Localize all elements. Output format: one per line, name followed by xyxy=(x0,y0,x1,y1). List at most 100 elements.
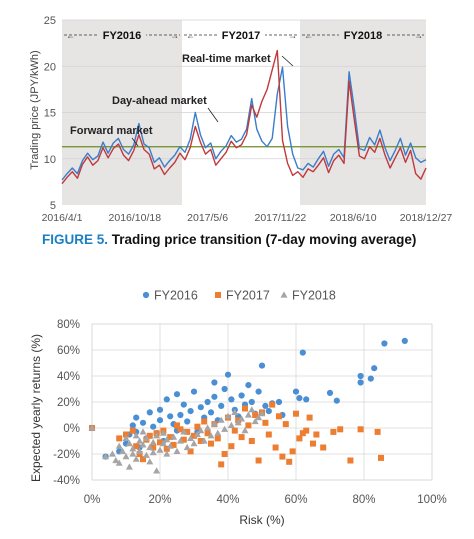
y-axis-label: Trading price (JPY/kWh) xyxy=(29,50,41,169)
x-tick: 2018/12/27 xyxy=(400,212,453,224)
market-annotations: Real-time market Day-ahead market Forward … xyxy=(70,53,294,147)
point-fy2018 xyxy=(159,440,167,447)
point-fy2016 xyxy=(139,419,147,426)
point-fy2016 xyxy=(156,417,164,424)
point-fy2018 xyxy=(221,425,229,432)
point-fy2017 xyxy=(146,432,153,439)
point-fy2017 xyxy=(279,453,286,460)
day-ahead-market-annotation: Day-ahead market xyxy=(112,95,207,107)
period-arrow-right: → xyxy=(414,31,423,41)
point-fy2016 xyxy=(156,406,164,413)
point-fy2016 xyxy=(224,371,232,378)
point-fy2018 xyxy=(163,450,171,457)
point-fy2018 xyxy=(153,467,161,474)
point-fy2016 xyxy=(381,340,388,347)
period-arrow-left: ← xyxy=(304,31,313,41)
point-fy2018 xyxy=(88,424,96,431)
y-tick-labels: 5 10 15 20 25 xyxy=(44,15,56,212)
point-fy2017 xyxy=(184,428,191,435)
y-gridlines xyxy=(62,19,426,160)
y-tick: 10 xyxy=(44,154,56,166)
point-fy2018 xyxy=(193,430,201,438)
point-fy2018 xyxy=(146,458,154,465)
period-arrow-right: → xyxy=(288,31,297,41)
point-fy2016 xyxy=(265,408,272,415)
point-fy2016 xyxy=(357,379,364,386)
point-fy2017 xyxy=(174,422,180,429)
point-fy2016 xyxy=(255,388,262,395)
point-fy2018 xyxy=(129,450,137,457)
price-lines xyxy=(61,49,427,185)
point-fy2016 xyxy=(326,389,334,396)
x-tick: 0% xyxy=(84,494,101,506)
legend: FY2016 FY2017 FY2018 xyxy=(142,289,336,303)
period-label-bg xyxy=(339,27,387,42)
point-fy2016 xyxy=(371,365,378,372)
point-fy2016 xyxy=(299,349,306,356)
point-fy2017 xyxy=(296,435,303,442)
point-fy2017 xyxy=(374,428,381,435)
y-tick: 20 xyxy=(44,61,56,73)
point-fy2018 xyxy=(204,424,212,431)
point-fy2018 xyxy=(119,447,127,454)
point-fy2016 xyxy=(163,396,170,403)
x-tick: 20% xyxy=(148,494,171,506)
x-tick-labels: 0% 20% 40% 60% 80% 100% xyxy=(84,494,447,506)
point-fy2017 xyxy=(265,431,272,438)
caption-label: FIGURE 5. xyxy=(42,232,109,247)
point-fy2017 xyxy=(282,421,289,428)
figure-caption: FIGURE 5. Trading price transition (7-da… xyxy=(42,232,472,247)
point-fy2016 xyxy=(292,388,300,395)
real-time-market-pointer xyxy=(281,55,294,67)
point-fy2018 xyxy=(234,419,242,426)
point-fy2016 xyxy=(187,408,194,415)
point-fy2016 xyxy=(238,392,245,399)
point-fy2017 xyxy=(289,448,296,455)
point-fy2017 xyxy=(194,423,201,430)
point-fy2018 xyxy=(224,412,232,419)
series-fy2018 xyxy=(88,406,266,474)
real-time-market-annotation: Real-time market xyxy=(182,53,271,65)
point-fy2016 xyxy=(367,375,374,382)
point-fy2017 xyxy=(157,439,163,446)
point-fy2017 xyxy=(167,434,174,441)
point-fy2016 xyxy=(167,413,174,420)
point-fy2018 xyxy=(170,433,178,440)
point-fy2018 xyxy=(156,446,164,453)
point-fy2017 xyxy=(245,422,252,429)
point-fy2017 xyxy=(252,412,259,418)
point-fy2016 xyxy=(173,391,181,398)
period-labels: ← → FY2016 ← → FY2017 ← → FY2018 xyxy=(64,27,424,42)
point-fy2018 xyxy=(258,410,266,417)
point-fy2017 xyxy=(228,443,235,450)
point-fy2017 xyxy=(276,413,282,420)
forward-market-pointer xyxy=(131,137,139,147)
point-fy2017 xyxy=(357,426,364,433)
point-fy2016 xyxy=(262,402,269,409)
point-fy2018 xyxy=(207,432,215,439)
y-tick: 25 xyxy=(44,15,56,27)
point-fy2016 xyxy=(146,409,153,416)
point-fy2016 xyxy=(197,404,204,411)
legend-label-fy2018: FY2018 xyxy=(292,289,336,303)
point-fy2018 xyxy=(149,449,157,456)
point-fy2018 xyxy=(139,441,147,448)
point-fy2016 xyxy=(296,395,303,402)
point-fy2018 xyxy=(244,411,252,418)
period-arrow-left: ← xyxy=(186,31,195,41)
point-fy2016 xyxy=(357,372,364,380)
point-fy2016 xyxy=(177,411,184,419)
point-fy2017 xyxy=(248,438,255,444)
period-label-bg xyxy=(217,27,265,42)
point-fy2018 xyxy=(129,445,137,452)
legend-label-fy2017: FY2017 xyxy=(226,289,270,303)
point-fy2016 xyxy=(180,401,187,408)
point-fy2016 xyxy=(129,422,136,429)
point-fy2017 xyxy=(191,432,197,439)
y-tick: -40% xyxy=(53,475,80,487)
point-fy2017 xyxy=(214,435,221,442)
period-arrow-right: → xyxy=(170,31,179,41)
point-fy2016 xyxy=(204,398,211,406)
x-tick: 40% xyxy=(216,494,239,506)
y-tick-labels: -40% -20% 0% 20% 40% 60% 80% xyxy=(53,319,80,487)
